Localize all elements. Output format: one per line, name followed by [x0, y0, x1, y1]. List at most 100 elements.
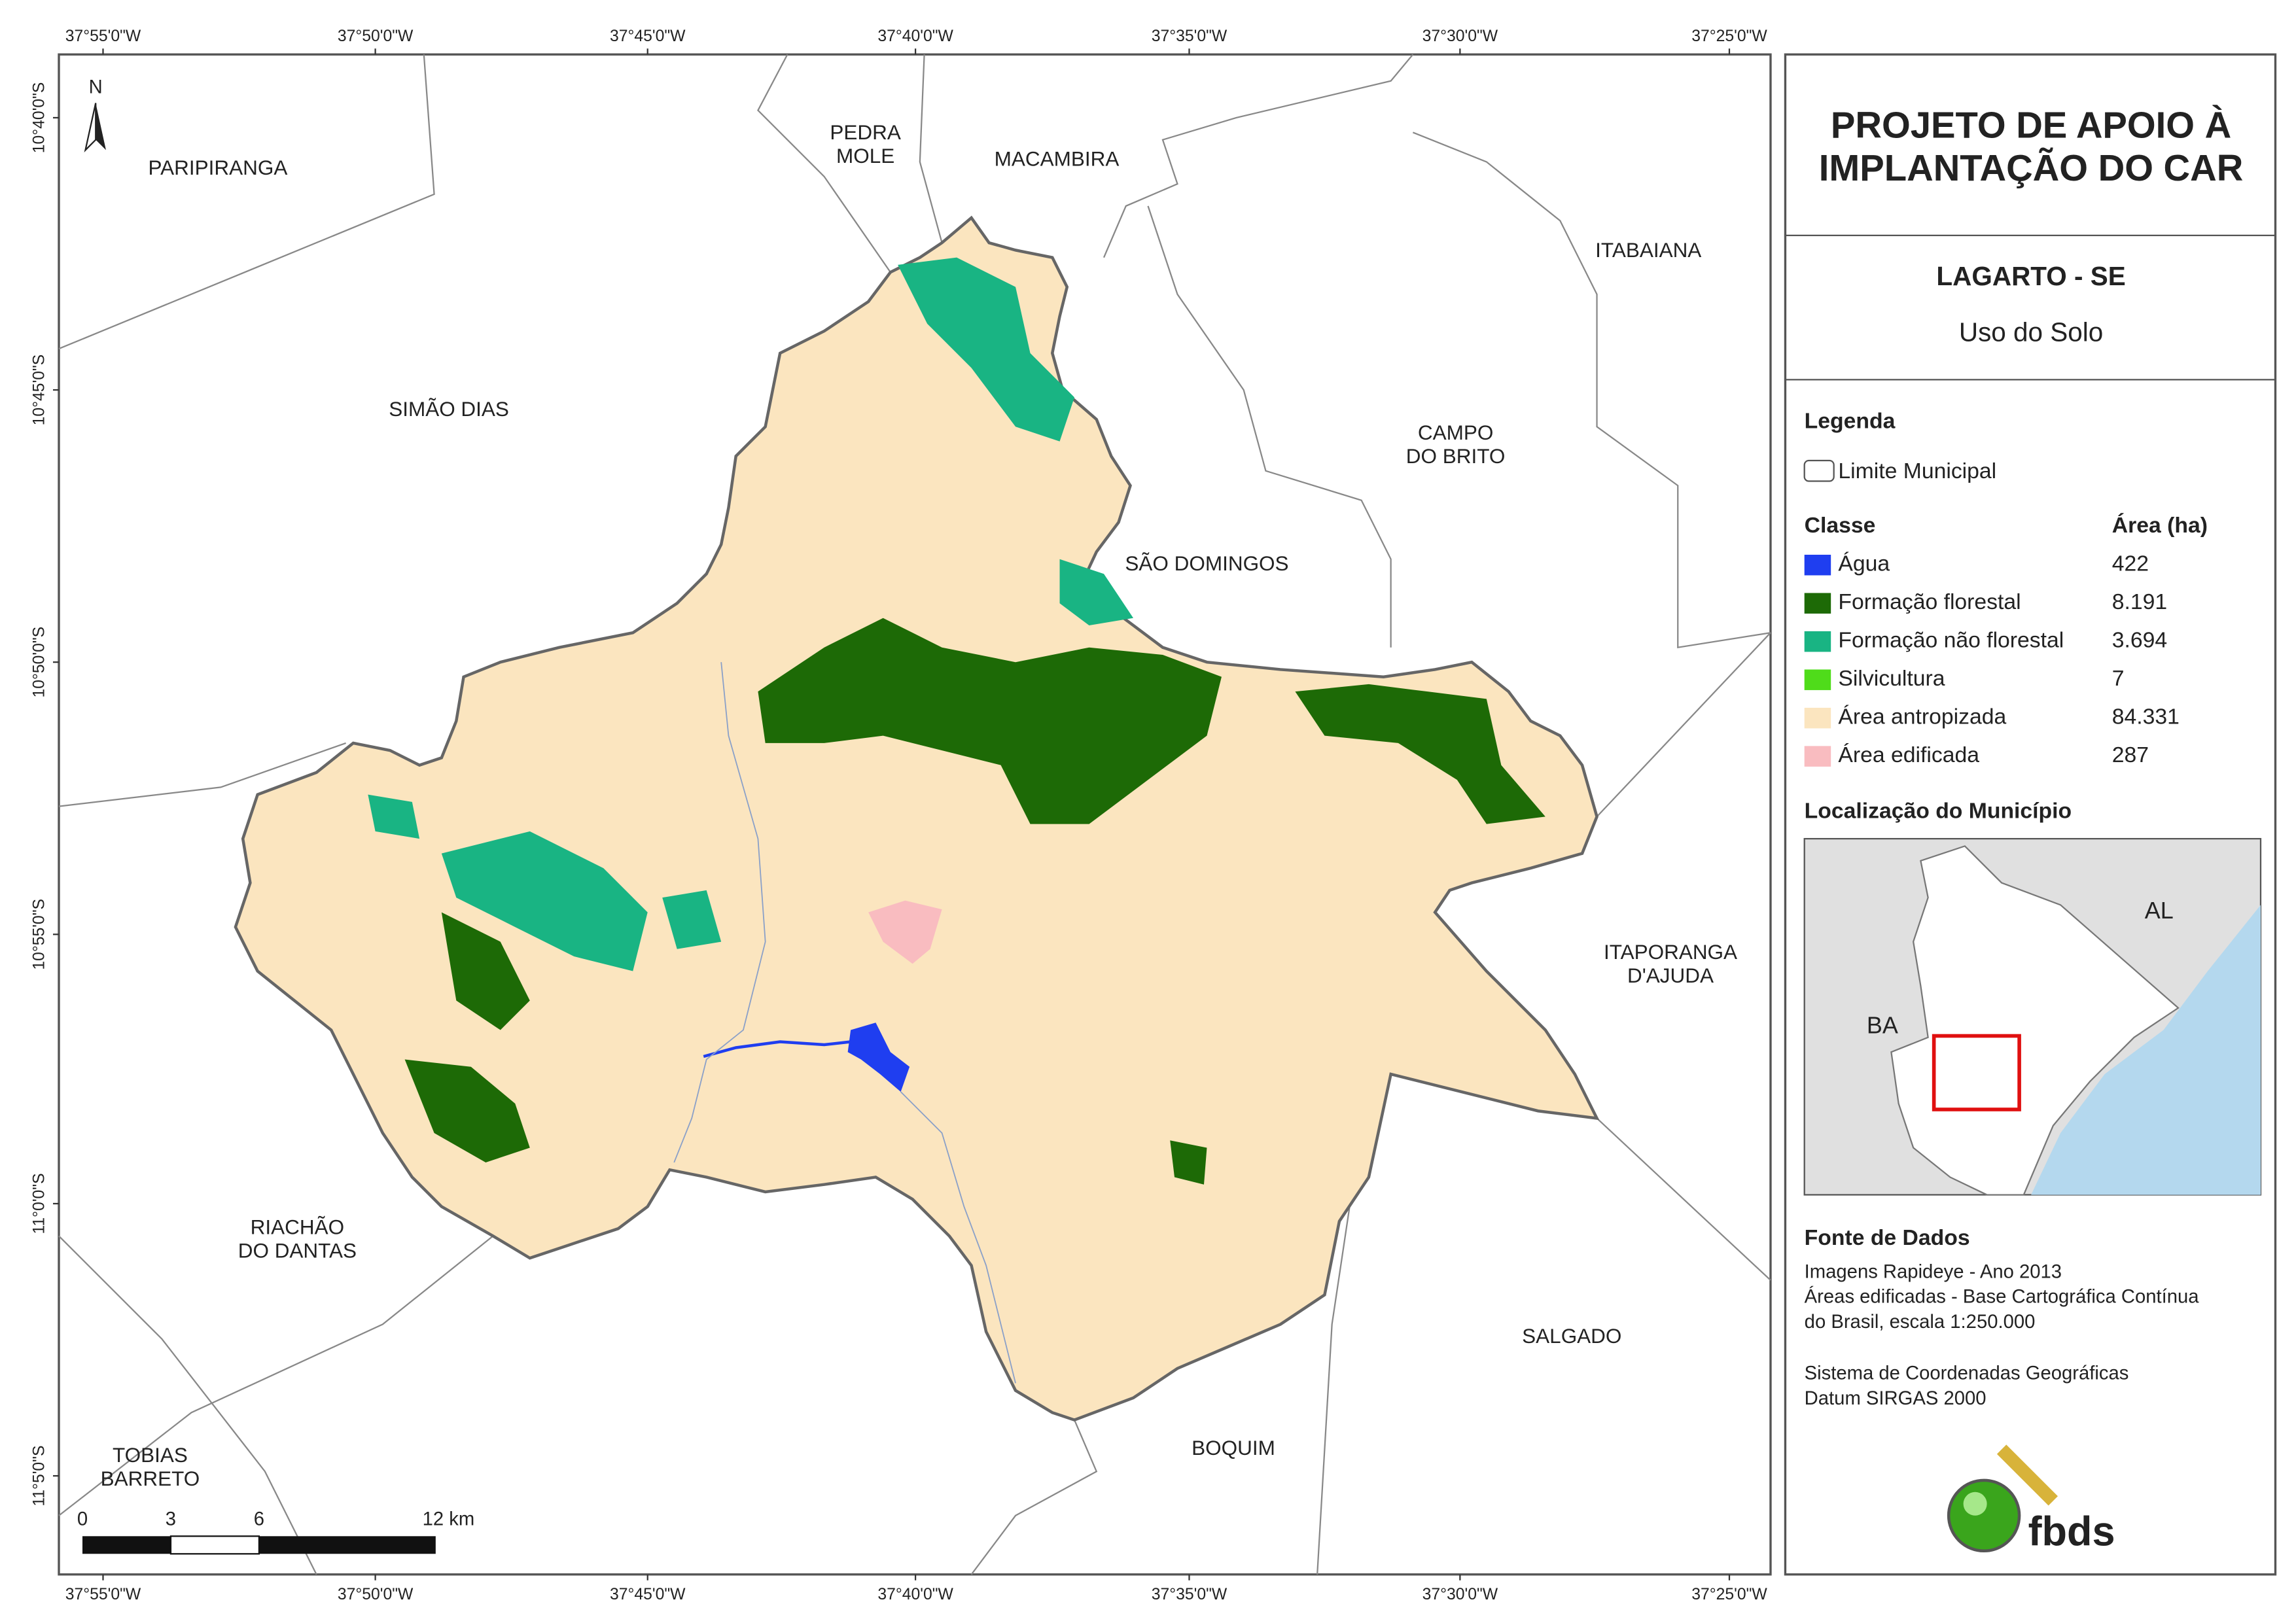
longitude-label: 37°35'0"W	[1152, 1586, 1227, 1603]
legend-area: 7	[2112, 666, 2125, 691]
longitude-label: 37°55'0"W	[65, 1586, 141, 1603]
boundary	[58, 54, 435, 350]
place-label: BARRETO	[101, 1467, 200, 1490]
legend-area: 287	[2112, 742, 2149, 767]
legend-swatch	[1804, 746, 1831, 767]
legend-label: Limite Municipal	[1838, 459, 1996, 483]
stream	[900, 1091, 1016, 1384]
logo-bar	[1996, 1444, 2058, 1506]
nonforest-patch	[441, 831, 648, 971]
place-label: MACAMBIRA	[995, 147, 1120, 170]
logo	[1947, 1444, 2058, 1553]
legend-label: Silvicultura	[1838, 666, 1945, 691]
legend-label: Área edificada	[1838, 742, 1979, 767]
legend-area: 422	[2112, 551, 2149, 576]
latitude-label: 10°55'0"S	[30, 899, 48, 970]
urban-area	[868, 900, 942, 964]
scale-bar	[82, 1535, 436, 1555]
nonforest-patch	[662, 890, 722, 949]
title: PROJETO DE APOIO À	[1831, 105, 2231, 146]
title: IMPLANTAÇÃO DO CAR	[1819, 147, 2244, 188]
place-label: DO DANTAS	[238, 1238, 357, 1262]
legend-label: Formação florestal	[1838, 589, 2021, 614]
north-arrow-right	[96, 103, 106, 150]
longitude-label: 37°25'0"W	[1691, 27, 1767, 45]
legend-label: Água	[1838, 551, 1890, 576]
nonforest-patch	[1059, 559, 1134, 625]
forest-patch	[1295, 684, 1545, 824]
latitude-label: 10°40'0"S	[30, 82, 48, 154]
river	[703, 1040, 851, 1058]
boundary	[757, 54, 891, 273]
legend-label: Formação não florestal	[1838, 628, 2064, 653]
boundary	[58, 742, 346, 807]
boundary	[1412, 131, 1771, 649]
boundary	[58, 1235, 317, 1575]
place-label: SALGADO	[1522, 1324, 1621, 1348]
boundary	[1596, 632, 1771, 818]
legend-swatch	[1804, 631, 1831, 652]
place-label: ITAPORANGA	[1604, 940, 1737, 964]
boundary	[919, 54, 943, 243]
place-label: PARIPIRANGA	[149, 156, 288, 179]
longitude-label: 37°45'0"W	[610, 1586, 686, 1603]
scale-label: 12 km	[423, 1509, 475, 1529]
north-label: N	[89, 77, 103, 98]
nonforest-patch	[368, 794, 420, 839]
forest-patch	[441, 912, 530, 1030]
forest-patch	[1170, 1140, 1207, 1185]
location-title: Localização do Município	[1805, 799, 2072, 824]
place-label: SÃO DOMINGOS	[1125, 551, 1288, 575]
legend-header: Classe	[1805, 513, 1876, 538]
source-line: Sistema de Coordenadas Geográficas	[1805, 1363, 2129, 1384]
latitude-label: 11°5'0"S	[30, 1446, 48, 1507]
scale-label: 6	[254, 1509, 264, 1529]
boundary	[1596, 1117, 1771, 1281]
legend-swatch	[1804, 669, 1831, 690]
boundary	[970, 1420, 1098, 1575]
source-line: Imagens Rapideye - Ano 2013	[1805, 1261, 2062, 1282]
longitude-label: 37°40'0"W	[877, 1586, 953, 1603]
land-cover	[368, 257, 1545, 1384]
legend-swatch	[1804, 554, 1831, 576]
latitude-label: 10°50'0"S	[30, 627, 48, 698]
legend-area: 3.694	[2112, 628, 2167, 653]
place-label: CAMPO	[1418, 421, 1493, 444]
source-line: Áreas edificadas - Base Cartográfica Con…	[1805, 1286, 2200, 1308]
latitude-label: 10°45'0"S	[30, 355, 48, 426]
logo-text: fbds	[2028, 1509, 2115, 1555]
scale-label: 0	[77, 1509, 88, 1529]
north-arrow	[84, 103, 106, 152]
legend-header: Área (ha)	[2112, 513, 2208, 538]
longitude-label: 37°30'0"W	[1422, 27, 1498, 45]
place-label: RIACHÃO	[251, 1215, 344, 1238]
legend-area: 8.191	[2112, 589, 2167, 614]
side-panel	[1784, 53, 2277, 1576]
location-box	[1932, 1034, 2021, 1111]
legend-swatch	[1804, 707, 1831, 729]
municipality: LAGARTO - SE	[1936, 261, 2125, 291]
stream	[673, 662, 766, 1163]
longitude-label: 37°40'0"W	[877, 27, 953, 45]
sources-title: Fonte de Dados	[1805, 1225, 1970, 1250]
scale-segment	[82, 1536, 171, 1554]
longitude-label: 37°25'0"W	[1691, 1586, 1767, 1603]
state-label: AL	[2145, 897, 2174, 924]
longitude-label: 37°30'0"W	[1422, 1586, 1498, 1603]
sea	[2031, 905, 2261, 1195]
lagarto-municipality	[234, 215, 1600, 1422]
place-label: SIMÃO DIAS	[389, 397, 509, 421]
longitude-label: 37°55'0"W	[65, 27, 141, 45]
source-line: Datum SIRGAS 2000	[1805, 1388, 1987, 1409]
place-label: PEDRA	[830, 120, 900, 144]
legend-area: 84.331	[2112, 705, 2180, 729]
longitude-label: 37°35'0"W	[1152, 27, 1227, 45]
scale-segment	[258, 1536, 436, 1554]
place-label: ITABAIANA	[1595, 238, 1701, 262]
inset-map	[1803, 837, 2262, 1196]
forest-patch	[404, 1059, 530, 1162]
logo-circle	[1947, 1478, 2021, 1553]
boundary-swatch	[1803, 459, 1835, 482]
state-label: BA	[1867, 1012, 1898, 1039]
